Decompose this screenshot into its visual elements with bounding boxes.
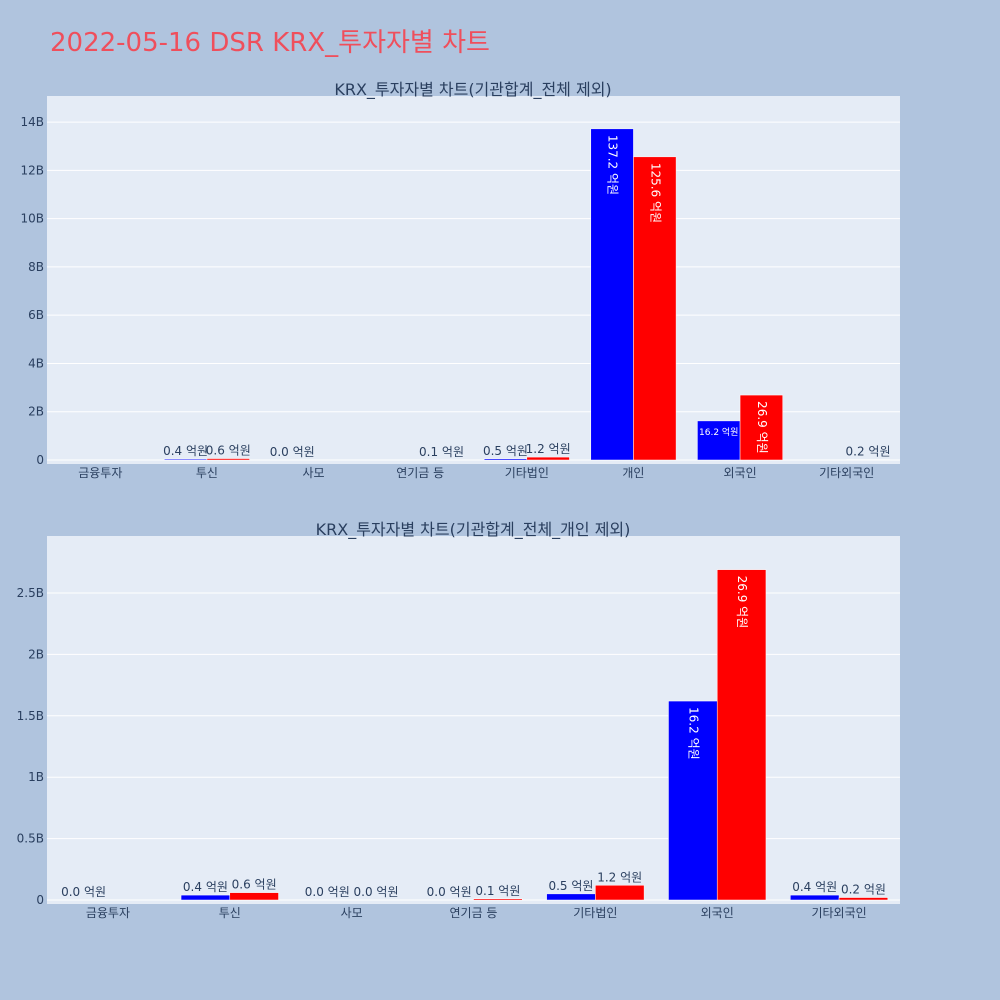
x-tick-label: 투신 [219,906,241,920]
x-tick-label: 사모 [303,466,325,480]
data-label: 125.6 억원 [648,163,662,223]
data-label: 137.2 억원 [606,135,620,195]
x-tick-label: 기타법인 [573,906,617,920]
data-label: 1.2 억원 [526,442,571,456]
bar-red [716,569,767,901]
plot-area [47,536,900,904]
data-label: 0.1 억원 [419,445,464,459]
bar-blue [483,458,528,461]
data-label: 1.2 억원 [597,870,642,884]
y-tick-label: 2B [28,405,44,419]
y-tick-label: 14B [20,115,44,129]
data-label: 0.6 억원 [232,878,277,892]
data-label: 0.4 억원 [183,880,228,894]
data-label: 26.9 억원 [735,576,749,629]
data-label: 0.2 억원 [846,445,891,459]
data-label: 0.0 억원 [61,885,106,899]
chart-1: 0 2B 4B 6B 8B 10B 12B 14B KRX_투자자별 차트(기관합계_전체 제외… [20,80,900,480]
bar-blue [790,894,840,901]
x-tick-label: 개인 [622,466,644,480]
bar-blue [697,420,741,461]
y-tick-label: 12B [20,163,44,177]
x-tick-label: 연기금 등 [450,906,498,920]
y-tick-label: 1B [28,770,44,784]
bar-blue [546,893,596,901]
data-label: 0.0 억원 [305,885,350,899]
data-label: 0.4 억원 [792,880,837,894]
bar-red [206,458,250,461]
data-label: 0.2 억원 [841,883,886,897]
y-tick-label: 0 [36,893,44,907]
x-tick-label: 금융투자 [78,466,122,480]
x-tick-label: 투신 [196,466,218,480]
bar-red [595,885,645,901]
x-tick-label: 외국인 [724,466,757,480]
bar-blue [164,458,208,461]
data-label: 26.9 억원 [755,401,769,454]
x-tick-label: 기타법인 [505,466,549,480]
y-tick-label: 8B [28,260,44,274]
x-tick-label: 금융투자 [86,906,130,920]
y-tick-label: 6B [28,308,44,322]
data-label: 0.0 억원 [270,445,315,459]
y-tick-label: 1.5B [17,709,44,723]
data-label: 0.0 억원 [427,885,472,899]
bar-red [229,892,279,901]
bar-blue [668,700,718,901]
bar-red [739,394,783,461]
x-tick-label: 외국인 [701,906,734,920]
bar-red [633,156,677,461]
y-tick-label: 0.5B [17,832,44,846]
y-tick-label: 10B [20,212,44,226]
data-label: 0.1 억원 [475,884,520,898]
y-tick-label: 4B [28,356,44,370]
chart-title: KRX_투자자별 차트(기관합계_전체 제외) [334,80,611,100]
x-tick-label: 연기금 등 [396,466,444,480]
data-label: 0.4 억원 [163,444,208,458]
data-label: 16.2 억원 [699,426,738,438]
bar-red [473,898,523,901]
y-tick-label: 0 [36,453,44,467]
chart-title: KRX_투자자별 차트(기관합계_전체_개인 제외) [316,520,631,540]
data-label: 0.5 억원 [548,879,593,893]
data-label: 0.5 억원 [483,444,528,458]
x-tick-label: 기타외국인 [819,466,874,480]
data-label: 0.6 억원 [206,444,251,458]
x-tick-label: 사모 [341,906,363,920]
y-tick-label: 2.5B [17,586,44,600]
y-tick-label: 2B [28,647,44,661]
bar-blue [180,894,231,901]
page-title: 2022-05-16 DSR KRX_투자자별 차트 [50,28,490,58]
x-tick-label: 기타외국인 [811,906,866,920]
bar-red [838,897,889,901]
data-label: 0.0 억원 [354,885,399,899]
bar-red [526,456,570,461]
data-label: 16.2 억원 [686,707,700,760]
chart-2: 0 0.5B 1B 1.5B 2B 2.5B KRX_투자자별 차트(기관합계_전체_개인 … [17,520,900,920]
